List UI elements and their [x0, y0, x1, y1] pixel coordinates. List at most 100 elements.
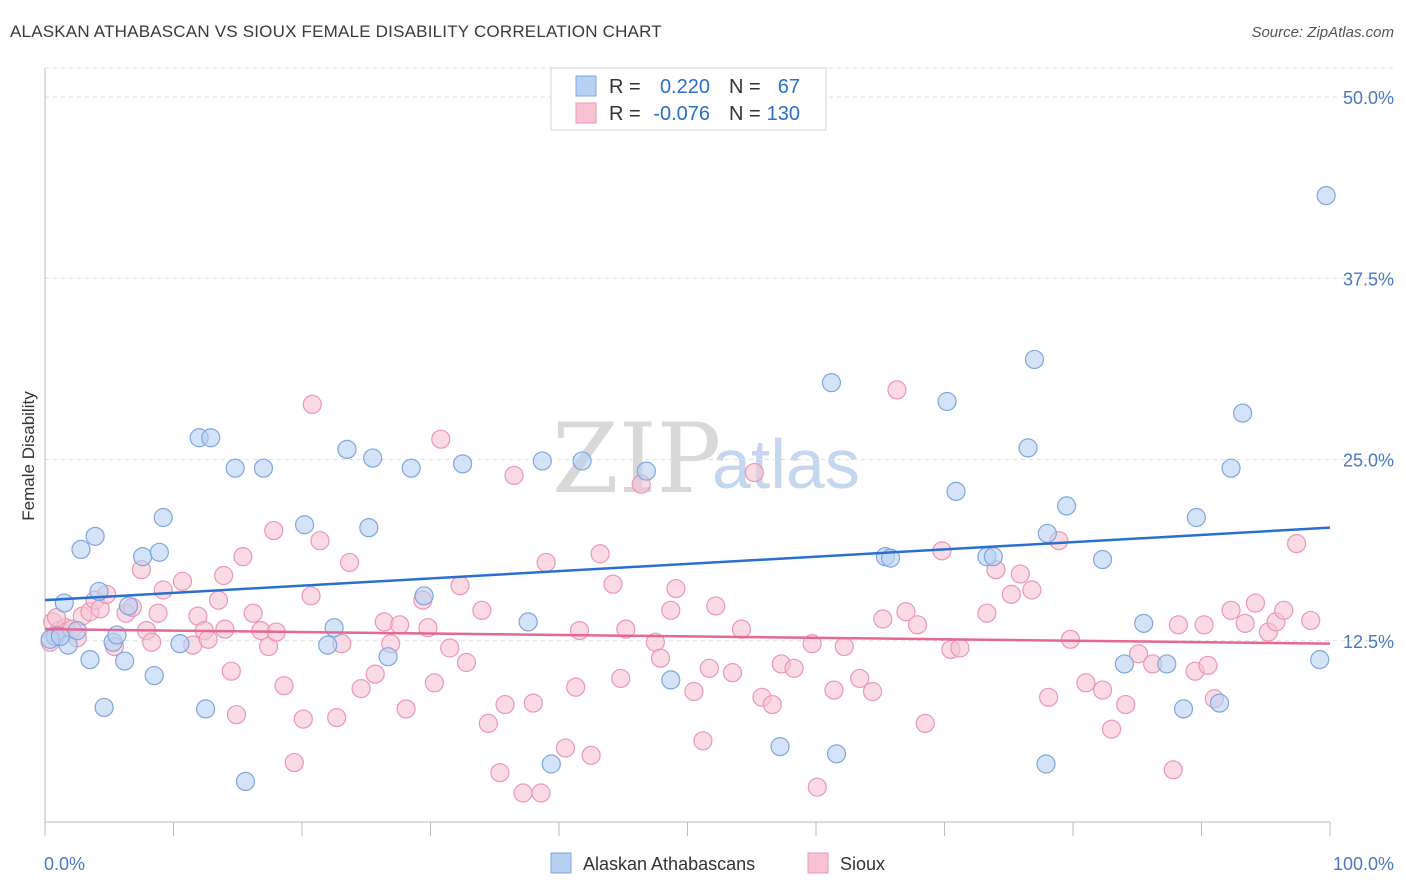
sioux-point	[1194, 615, 1214, 635]
sioux-point	[666, 578, 686, 599]
athabascan-point	[144, 665, 164, 686]
sioux-point	[1274, 600, 1294, 620]
sioux-point	[1010, 564, 1030, 584]
sioux-point	[1022, 580, 1042, 600]
sioux-point	[907, 615, 928, 635]
sioux-point	[650, 648, 671, 668]
athabascan-point	[1024, 349, 1045, 370]
y-tick-label: 12.5%	[1343, 632, 1394, 652]
sioux-point	[523, 693, 543, 713]
sioux-point	[731, 619, 752, 639]
athabascan-point	[826, 744, 847, 764]
x-tick-label-min: 0.0%	[44, 854, 85, 874]
athabascan-point	[153, 507, 173, 528]
sioux-point	[566, 677, 586, 697]
legend-swatch-blue	[575, 75, 597, 97]
athabascan-point	[337, 439, 357, 459]
athabascan-point	[50, 626, 71, 647]
sioux-point	[1101, 719, 1122, 739]
athabascan-point	[324, 618, 344, 638]
sioux-point	[699, 658, 719, 678]
athabascan-point	[572, 451, 592, 471]
sioux-point	[1301, 610, 1321, 631]
sioux-point	[590, 544, 610, 564]
sioux-point	[450, 576, 470, 596]
sioux-point	[302, 394, 322, 414]
athabascan-point	[1036, 754, 1056, 774]
athabascan-point	[85, 526, 105, 546]
series-legend-swatch-pink	[807, 852, 829, 874]
sioux-point	[531, 783, 551, 803]
athabascan-point	[541, 754, 561, 774]
athabascan-point	[1018, 438, 1038, 458]
athabascan-point	[1186, 507, 1206, 528]
sioux-point	[693, 731, 713, 751]
y-tick-label: 37.5%	[1343, 269, 1394, 289]
sioux-point	[887, 380, 907, 400]
athabascan-point	[1056, 496, 1077, 516]
sioux-point	[233, 547, 253, 567]
sioux-point	[1235, 613, 1255, 633]
sioux-point	[873, 609, 893, 629]
x-tick-label-max: 100.0%	[1333, 854, 1394, 874]
sioux-point	[834, 636, 854, 657]
sioux-point	[802, 634, 822, 654]
athabascan-point	[1114, 654, 1135, 674]
athabascan-point	[1157, 654, 1177, 674]
sioux-point	[172, 571, 193, 591]
sioux-point	[616, 619, 636, 639]
y-axis-tick-labels: 12.5% 25.0% 37.5% 50.0%	[1343, 88, 1394, 652]
series-legend-label-sioux: Sioux	[840, 854, 885, 874]
sioux-point	[722, 663, 743, 683]
watermark-atlas: atlas	[712, 425, 860, 503]
legend-swatch-pink	[575, 102, 597, 124]
sioux-point	[1163, 760, 1183, 780]
sioux-point	[472, 600, 492, 620]
sioux-point	[440, 638, 460, 658]
sioux-point	[301, 586, 321, 606]
sioux-point	[581, 745, 601, 765]
athabascan-point	[378, 647, 398, 667]
sioux-point	[611, 668, 631, 689]
sioux-point	[327, 707, 347, 728]
sioux-point	[850, 668, 870, 689]
sioux-point	[950, 638, 970, 658]
sioux-point	[351, 678, 371, 699]
sioux-point	[153, 580, 173, 600]
sioux-point	[214, 565, 234, 586]
athabascan-point	[453, 454, 473, 474]
sioux-point	[1038, 687, 1059, 707]
athabascan-point	[94, 697, 114, 718]
legend-r-value-1: 0.220	[660, 76, 710, 98]
legend-r-label-1: R =	[609, 76, 641, 98]
series-legend-swatch-blue	[550, 852, 572, 874]
sioux-point	[396, 699, 416, 719]
sioux-point	[1168, 615, 1188, 635]
athabascan-point	[115, 651, 135, 671]
athabascan-point	[414, 586, 434, 606]
sioux-point	[536, 552, 556, 573]
sioux-point	[513, 783, 533, 803]
athabascan-point	[1221, 458, 1241, 478]
sioux-point	[744, 462, 764, 483]
athabascan-point	[636, 461, 656, 481]
sioux-point	[226, 705, 247, 725]
sioux-point	[284, 752, 304, 773]
sioux-point	[977, 603, 997, 623]
sioux-point	[862, 681, 883, 702]
sioux-point	[365, 664, 385, 684]
sioux-point	[684, 681, 704, 702]
sioux-point	[661, 600, 681, 620]
athabascan-point	[253, 458, 274, 478]
sioux-point	[142, 632, 162, 652]
athabascan-point	[80, 649, 100, 670]
x-axis-ticks	[44, 822, 1331, 836]
sioux-point	[1060, 629, 1081, 649]
athabascan-point	[1209, 693, 1230, 713]
sioux-point	[478, 713, 498, 734]
athabascan-point	[937, 391, 957, 412]
y-axis-title: Female Disability	[19, 391, 38, 521]
sioux-point	[784, 658, 804, 678]
athabascan-point	[1316, 186, 1336, 206]
